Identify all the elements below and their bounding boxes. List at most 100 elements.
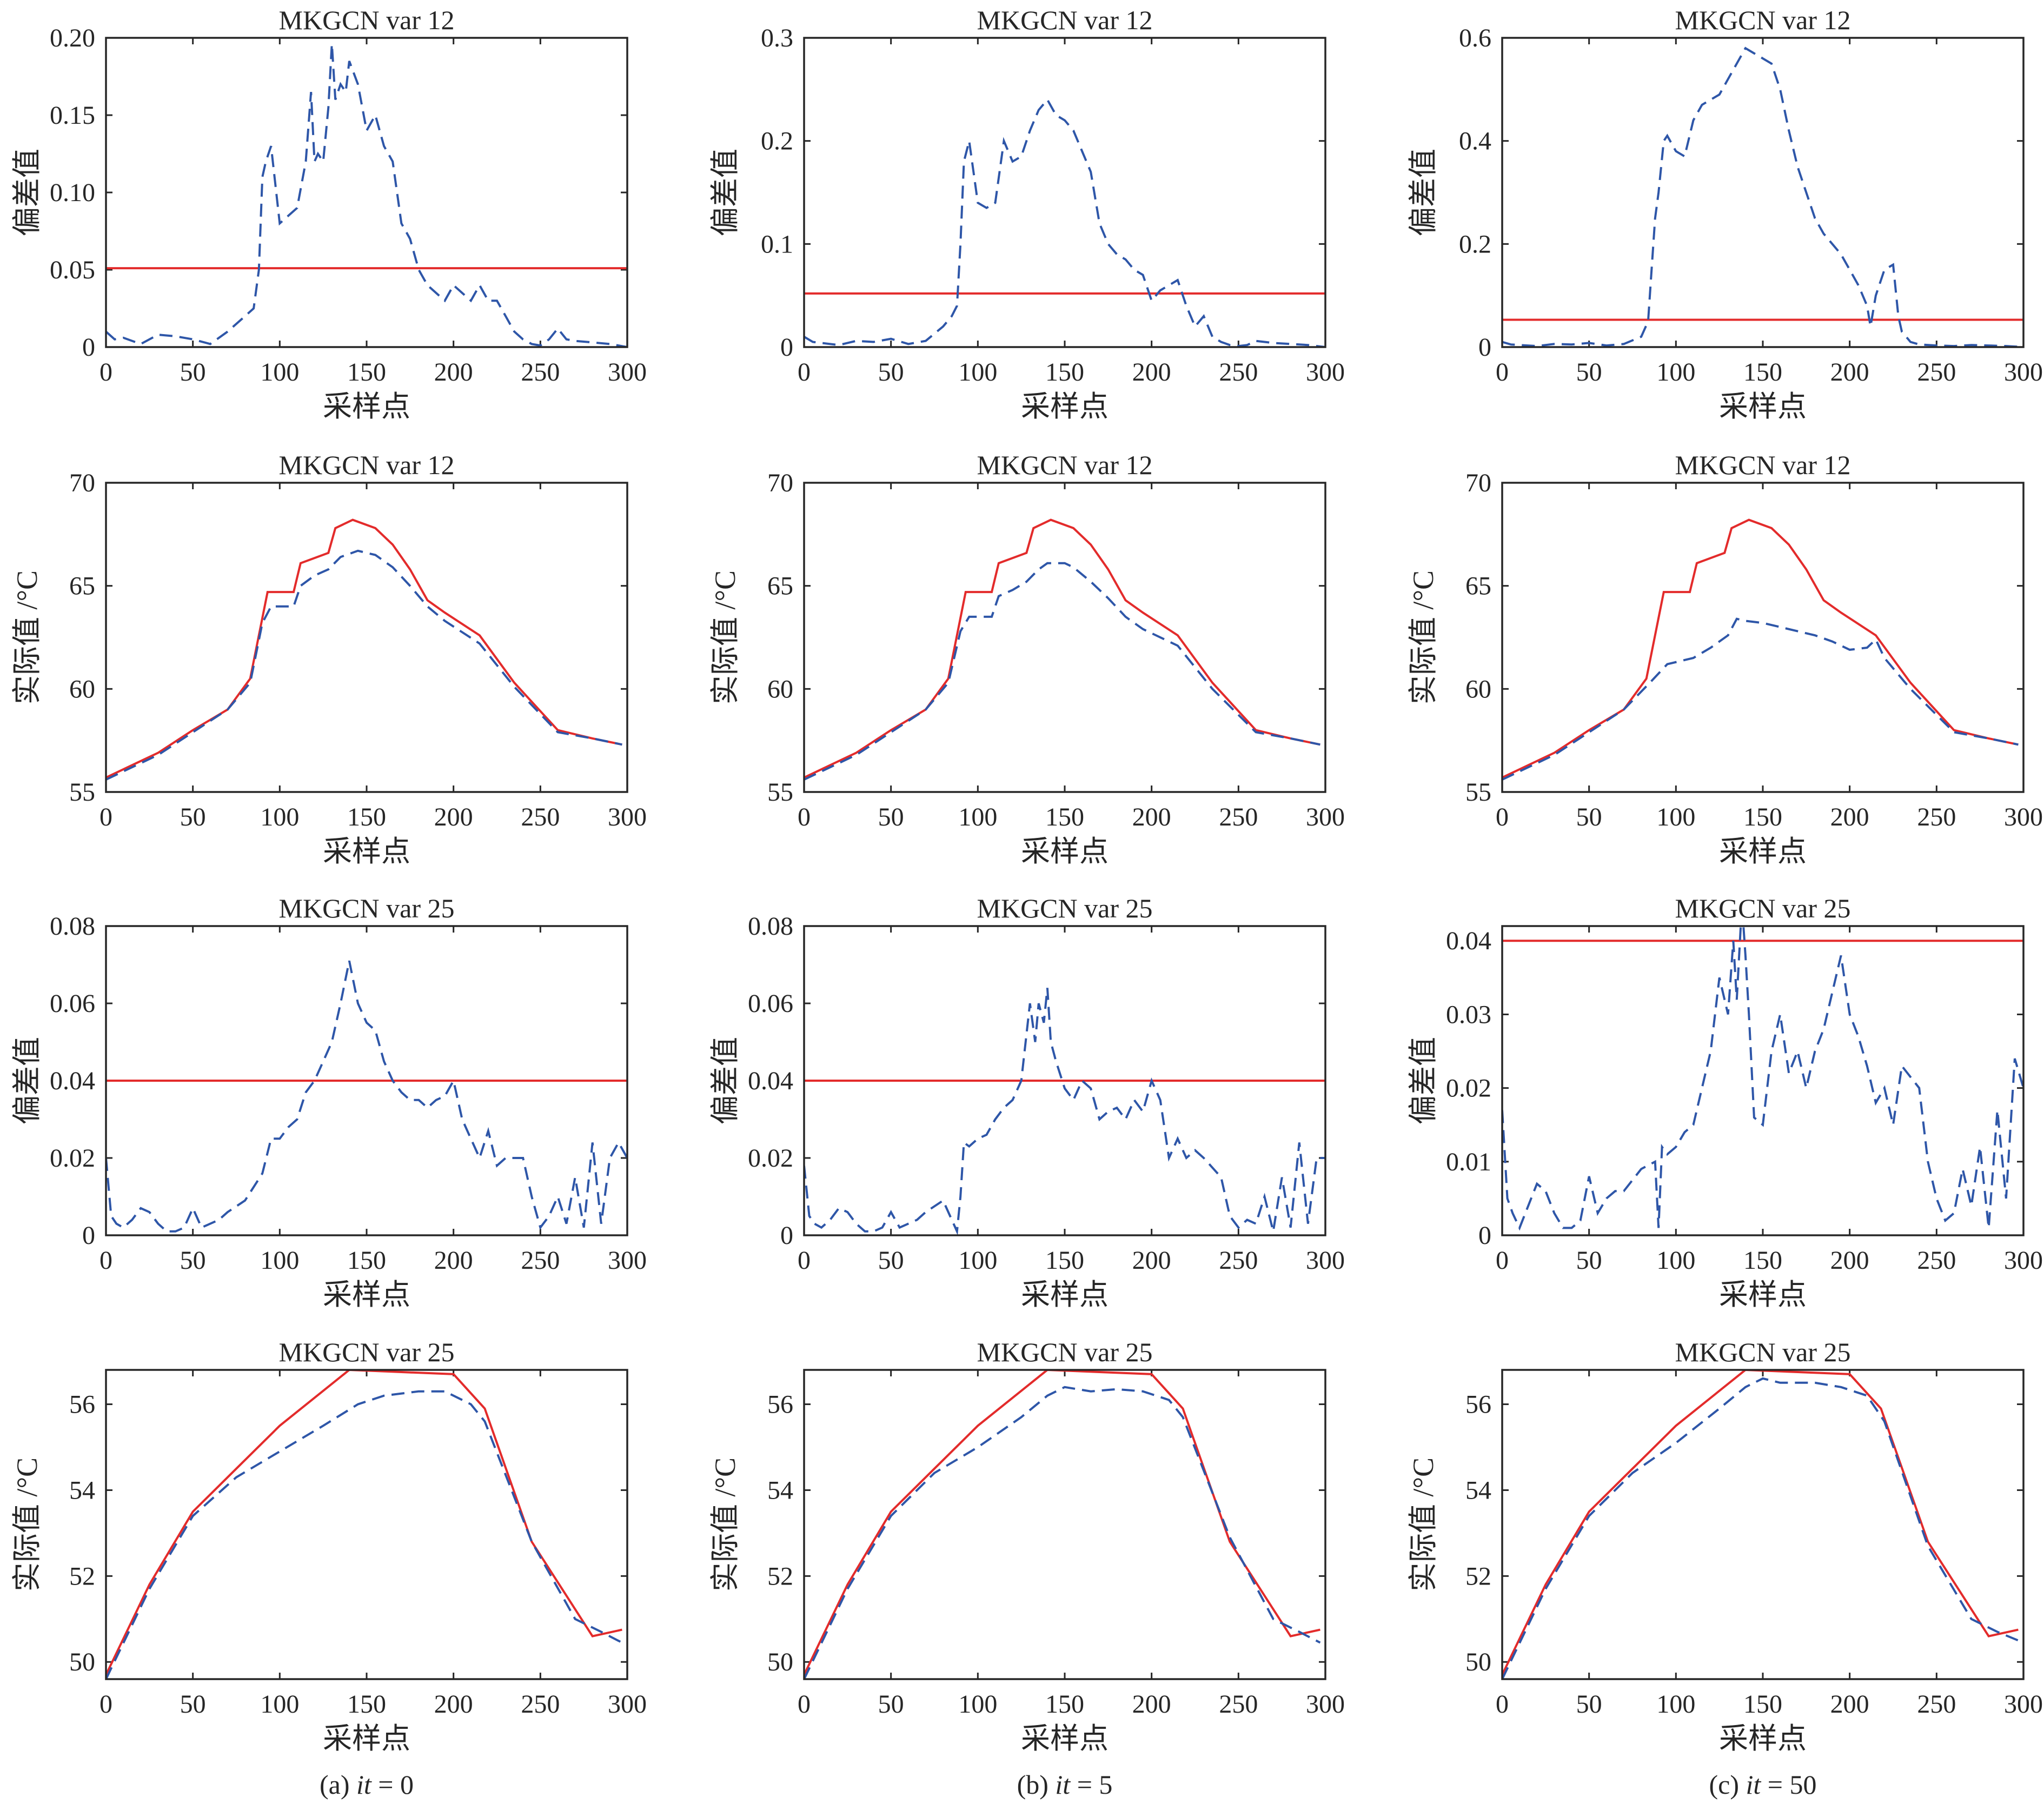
chart-title: MKGCN var 12	[977, 450, 1153, 480]
y-tick-label: 55	[1465, 778, 1491, 807]
series-dashed-blue-line	[106, 44, 627, 347]
y-tick-label: 0.2	[1459, 230, 1491, 258]
caption-value: = 50	[1761, 1769, 1816, 1800]
x-tick-label: 300	[608, 1690, 647, 1719]
y-tick-label: 56	[767, 1390, 793, 1419]
chart-title: MKGCN var 25	[977, 1337, 1153, 1367]
x-tick-label: 0	[99, 1690, 112, 1719]
x-tick-label: 300	[2004, 1690, 2043, 1719]
y-tick-label: 0.10	[50, 178, 95, 207]
x-tick-label: 0	[798, 1690, 811, 1719]
y-tick-label: 50	[69, 1648, 95, 1676]
x-tick-label: 50	[1576, 803, 1602, 831]
x-tick-label: 300	[1306, 1246, 1345, 1275]
x-tick-label: 250	[521, 803, 560, 831]
y-tick-label: 52	[69, 1562, 95, 1590]
chart-title: MKGCN var 12	[279, 5, 455, 35]
y-tick-label: 0.20	[50, 24, 95, 52]
y-axis-label: 实际值 /°C	[709, 570, 741, 704]
series-solid-red-line	[804, 1370, 1320, 1675]
x-tick-label: 100	[1656, 358, 1695, 387]
x-tick-label: 150	[347, 1690, 386, 1719]
chart-title: MKGCN var 12	[977, 5, 1153, 35]
y-tick-label: 52	[767, 1562, 793, 1590]
x-tick-label: 100	[1656, 1690, 1695, 1719]
x-tick-label: 250	[521, 358, 560, 387]
y-tick-label: 0.4	[1459, 127, 1491, 156]
plot-frame	[105, 482, 628, 793]
y-tick-label: 55	[767, 778, 793, 807]
x-tick-label: 200	[434, 803, 473, 831]
x-tick-label: 250	[1219, 358, 1258, 387]
x-axis-label: 采样点	[1719, 1279, 1807, 1311]
series-solid-red-line	[1502, 518, 2019, 779]
chart-title: MKGCN var 25	[977, 893, 1153, 923]
x-tick-label: 100	[958, 803, 997, 831]
x-tick-label: 100	[260, 1690, 299, 1719]
plot-frame	[803, 482, 1326, 793]
y-tick-label: 0.04	[50, 1067, 95, 1095]
y-tick-label: 0.06	[748, 989, 793, 1018]
y-tick-label: 54	[767, 1476, 793, 1505]
y-tick-label: 0.1	[761, 230, 793, 258]
x-tick-label: 50	[180, 1246, 206, 1275]
chart-title: MKGCN var 12	[279, 450, 455, 480]
chart-row1-deviation-var12-col1: MKGCN var 12 0 50 100 150 200 250 300 0 0.05 0.10 0…	[11, 5, 647, 423]
x-tick-label: 0	[99, 358, 112, 387]
x-tick-label: 150	[1045, 1690, 1084, 1719]
x-axis-label: 采样点	[323, 1722, 410, 1755]
x-axis-label: 采样点	[1021, 390, 1109, 423]
x-tick-label: 200	[434, 1690, 473, 1719]
x-tick-label: 0	[1496, 1690, 1509, 1719]
y-tick-label: 54	[69, 1476, 95, 1505]
y-axis-label: 实际值 /°C	[1407, 570, 1439, 704]
x-tick-label: 300	[2004, 1246, 2043, 1275]
x-axis-label: 采样点	[1021, 835, 1109, 868]
x-tick-label: 200	[1830, 358, 1869, 387]
x-tick-label: 300	[1306, 358, 1345, 387]
caption-c: (c) it = 50	[1709, 1769, 1817, 1800]
caption-variable: it	[1055, 1769, 1071, 1800]
caption-b: (b) it = 5	[1017, 1769, 1113, 1800]
x-tick-label: 200	[1132, 358, 1171, 387]
x-tick-label: 0	[99, 1246, 112, 1275]
x-axis-label: 采样点	[1719, 390, 1807, 423]
x-tick-label: 150	[1743, 803, 1782, 831]
x-tick-label: 100	[1656, 1246, 1695, 1275]
plot-frame	[803, 1369, 1326, 1680]
x-tick-label: 150	[1045, 358, 1084, 387]
x-tick-label: 250	[521, 1246, 560, 1275]
y-tick-label: 56	[1465, 1390, 1491, 1419]
series-dashed-blue-line	[804, 562, 1320, 781]
y-tick-label: 0.3	[761, 24, 793, 52]
x-tick-label: 250	[1917, 1246, 1956, 1275]
series-dashed-blue-line	[1502, 46, 2023, 347]
y-tick-label: 0.05	[50, 256, 95, 284]
x-tick-label: 150	[1743, 1690, 1782, 1719]
x-tick-label: 250	[1917, 1690, 1956, 1719]
x-tick-label: 150	[347, 803, 386, 831]
y-tick-label: 0.2	[761, 127, 793, 156]
x-tick-label: 100	[958, 358, 997, 387]
y-tick-label: 0	[82, 1221, 95, 1250]
y-axis-label: 偏差值	[1407, 1037, 1439, 1124]
caption-value: = 0	[371, 1769, 414, 1800]
chart-title: MKGCN var 25	[279, 893, 455, 923]
x-tick-label: 200	[1830, 1690, 1869, 1719]
y-axis-label: 实际值 /°C	[11, 1457, 43, 1592]
x-tick-label: 50	[1576, 1246, 1602, 1275]
x-tick-label: 300	[608, 803, 647, 831]
x-tick-label: 150	[1743, 358, 1782, 387]
x-tick-label: 300	[608, 1246, 647, 1275]
y-tick-label: 0	[780, 333, 793, 362]
chart-row2-actual-var12-col3: MKGCN var 12 0 50 100 150 200 250 300 55 60 65 70 采样…	[1407, 450, 2043, 868]
x-tick-label: 0	[1496, 358, 1509, 387]
chart-row2-actual-var12-col2: MKGCN var 12 0 50 100 150 200 250 300 55 60 65 70 采样…	[709, 450, 1345, 868]
caption-value: = 5	[1070, 1769, 1112, 1800]
plot-frame	[105, 925, 628, 1236]
x-axis-label: 采样点	[323, 1279, 410, 1311]
plot-frame	[1501, 925, 2025, 1236]
series-dashed-blue-line	[1502, 617, 2019, 781]
series-solid-red-line	[804, 518, 1320, 779]
